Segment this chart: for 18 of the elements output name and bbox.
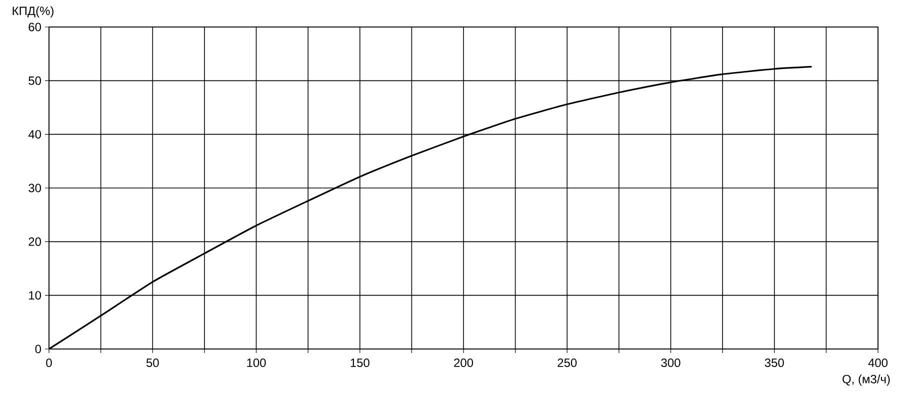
x-tick-label: 250: [558, 358, 577, 368]
x-axis-title: Q, (м3/ч): [842, 374, 890, 386]
y-tick-label: 40: [28, 130, 42, 139]
x-tick-label: 50: [146, 358, 159, 368]
y-tick-label: 50: [28, 76, 42, 85]
y-tick-label: 20: [28, 237, 42, 246]
y-tick-label: 10: [29, 291, 42, 300]
x-tick-label: 300: [661, 358, 680, 368]
y-tick-label: 0: [35, 344, 42, 354]
x-tick-label: 400: [868, 358, 888, 368]
x-tick-label: 0: [46, 358, 52, 368]
x-tick-label: 350: [764, 358, 784, 368]
y-tick-label: 30: [28, 184, 42, 192]
x-tick-label: 150: [350, 358, 370, 368]
y-axis-title: КПД(%): [12, 6, 54, 18]
y-tick-label: 60: [28, 22, 42, 32]
x-tick-label: 200: [454, 358, 474, 368]
x-tick-label: 100: [247, 358, 266, 368]
